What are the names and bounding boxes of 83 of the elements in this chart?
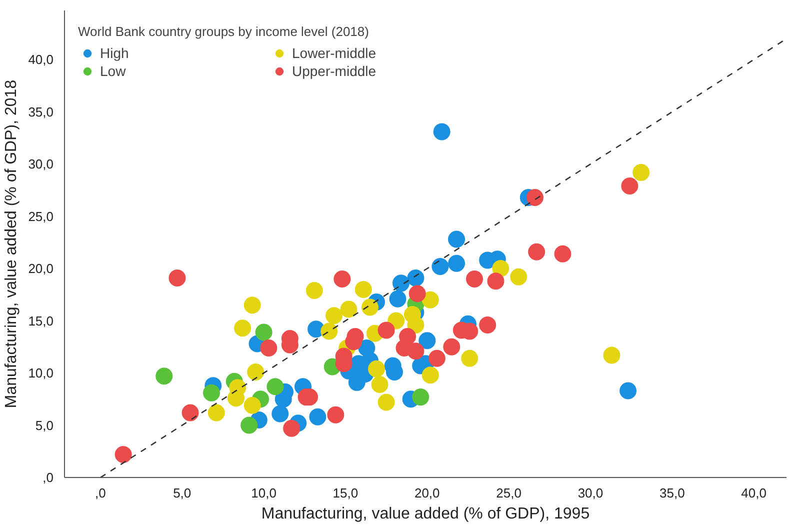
point	[487, 272, 504, 290]
legend-label: High	[100, 45, 130, 61]
point	[621, 178, 638, 194]
point	[407, 316, 424, 334]
x-axis-title: Manufacturing, value added (% of GDP), 1995	[261, 506, 590, 522]
x-tick-label: 40,0	[741, 486, 766, 500]
point	[320, 322, 338, 340]
point	[306, 282, 323, 299]
point	[392, 274, 410, 292]
point	[327, 406, 344, 424]
x-tick-label: 20,0	[414, 486, 440, 500]
point	[407, 269, 424, 286]
point	[620, 382, 637, 400]
point	[526, 189, 544, 206]
point	[378, 322, 395, 339]
point	[234, 320, 252, 337]
point	[554, 245, 572, 262]
x-tick-label: 30,0	[578, 486, 604, 500]
legend-label: Low	[100, 63, 127, 79]
point	[418, 332, 436, 350]
point	[340, 300, 358, 318]
y-tick-label: 35,0	[28, 104, 54, 120]
point	[361, 298, 378, 316]
point	[266, 378, 284, 396]
point	[156, 368, 173, 385]
point	[309, 408, 326, 426]
point	[433, 123, 450, 140]
point	[260, 339, 278, 356]
point	[354, 280, 372, 298]
point	[255, 324, 272, 341]
y-tick-label: 20,0	[28, 261, 54, 276]
point	[228, 390, 245, 407]
y-axis-title: Manufacturing, value added (% of GDP), 2018	[3, 80, 20, 408]
x-tick-label: 35,0	[660, 486, 685, 500]
point	[466, 270, 484, 288]
point	[244, 396, 261, 414]
point	[603, 346, 620, 364]
point	[632, 164, 650, 181]
y-tick-label: 30,0	[28, 156, 54, 172]
point	[448, 230, 466, 248]
point	[461, 350, 478, 367]
y-tick-label: 25,0	[28, 208, 54, 224]
point	[272, 405, 289, 422]
point	[334, 270, 351, 288]
point	[422, 291, 439, 308]
point	[326, 307, 343, 324]
x-tick-label: 5,0	[173, 486, 192, 500]
point	[244, 296, 261, 314]
point	[378, 394, 395, 411]
y-tick-label: 10,0	[28, 366, 54, 381]
point	[422, 366, 439, 384]
y-tick-label: 15,0	[28, 313, 54, 328]
point	[283, 420, 300, 437]
point	[428, 350, 446, 367]
point	[510, 268, 528, 286]
legend-label: Upper-middle	[292, 63, 378, 79]
point	[247, 363, 264, 380]
point	[528, 243, 546, 260]
point	[389, 290, 406, 308]
x-tick-label: 15,0	[332, 486, 358, 500]
point	[114, 446, 132, 463]
point	[412, 388, 430, 406]
point	[168, 269, 186, 286]
point	[182, 404, 199, 422]
point	[432, 258, 449, 275]
point	[448, 254, 466, 272]
y-tick-label: ,0	[42, 470, 54, 485]
y-tick-label: 5,0	[35, 418, 54, 433]
point	[203, 384, 220, 402]
point	[371, 376, 388, 393]
point	[240, 416, 258, 434]
legend-title: World Bank country groups by income level (2018)	[78, 24, 370, 39]
x-tick-label: ,0	[95, 486, 106, 500]
point	[479, 316, 496, 334]
x-tick-label: 10,0	[251, 486, 276, 500]
point	[443, 338, 460, 356]
point	[368, 360, 385, 378]
point	[408, 285, 426, 302]
legend-label: Lower-middle	[292, 45, 378, 61]
point	[407, 342, 424, 360]
y-tick-label: 40,0	[28, 52, 54, 68]
x-tick-label: 25,0	[496, 486, 522, 500]
point	[208, 404, 225, 422]
